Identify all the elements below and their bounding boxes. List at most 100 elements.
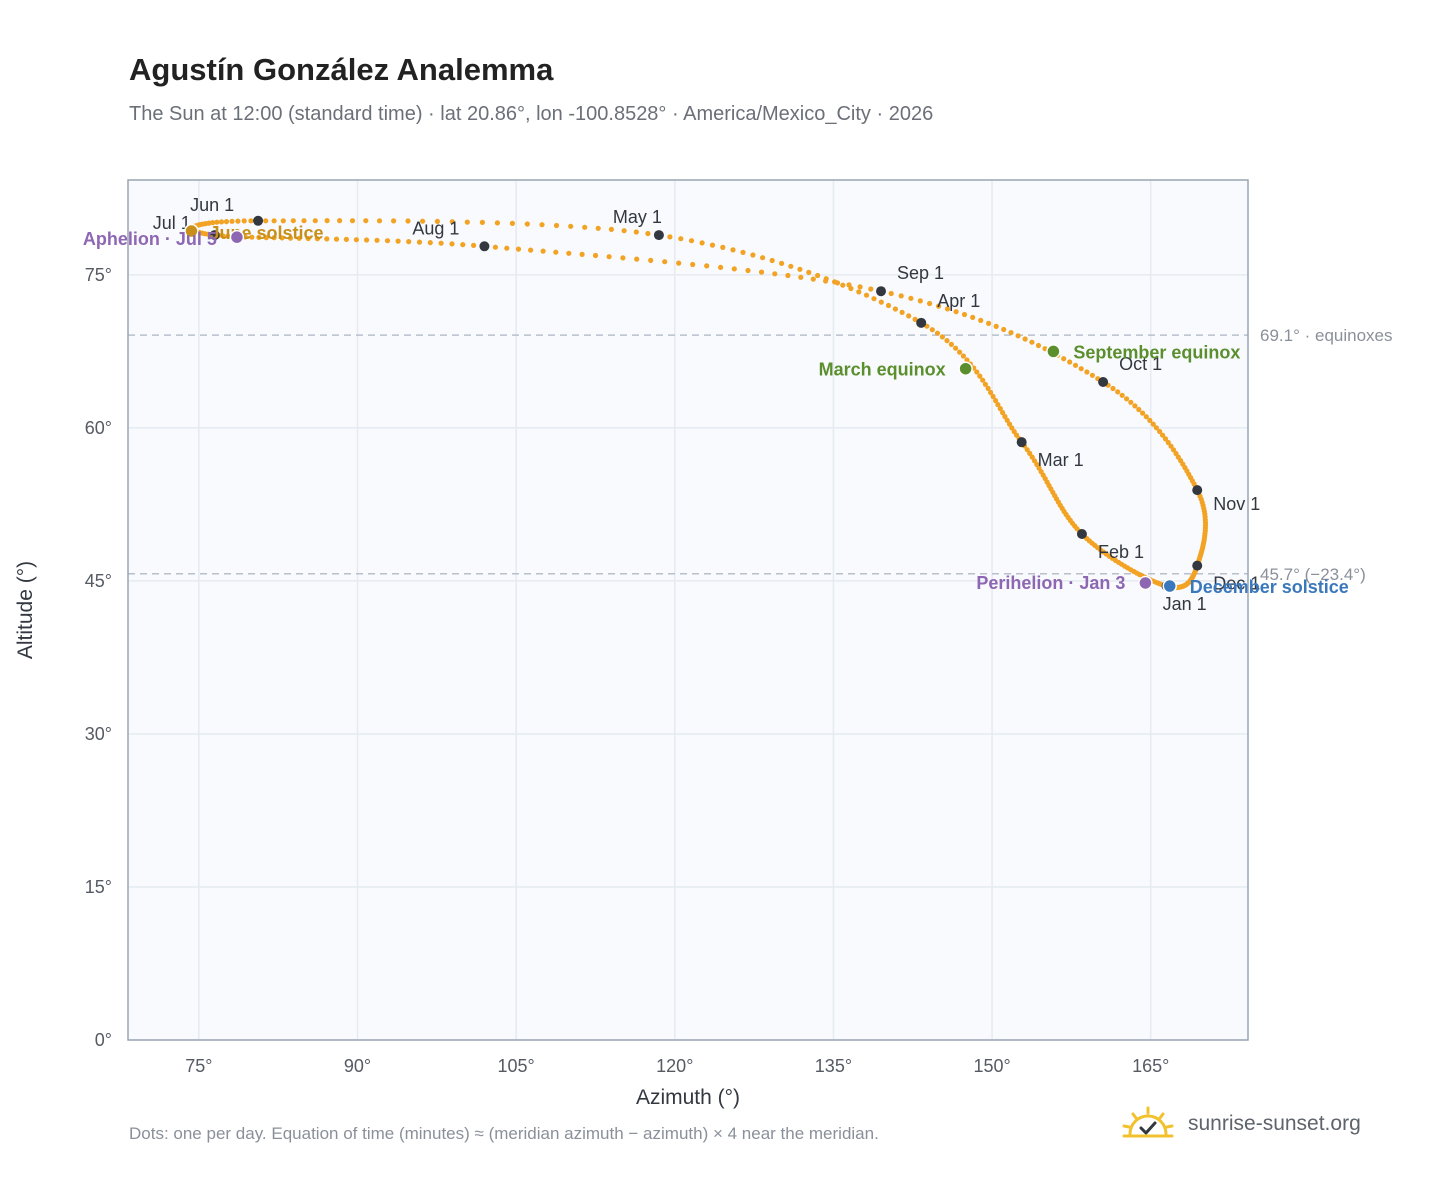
day-dot [779, 260, 785, 266]
day-dot [384, 238, 391, 244]
day-dot [391, 218, 397, 224]
day-dot [290, 218, 296, 224]
day-dot [553, 222, 560, 229]
day-dot [1084, 369, 1090, 375]
day-dot [528, 247, 534, 253]
day-dot [271, 218, 277, 224]
day-dot [353, 237, 359, 243]
day-dot [1165, 439, 1171, 446]
day-dot [1147, 417, 1153, 423]
day-dot [553, 249, 559, 255]
day-dot [210, 220, 216, 226]
y-tick-label: 45° [85, 571, 112, 591]
day-dot [1162, 436, 1169, 442]
day-dot [1004, 417, 1010, 423]
day-dot [566, 250, 572, 256]
day-dot [939, 334, 946, 340]
day-dot [279, 235, 285, 241]
event-label: March equinox [819, 360, 946, 380]
day-dot [241, 218, 247, 224]
day-dot [1136, 406, 1142, 413]
y-tick-label: 60° [85, 418, 112, 438]
day-dot [1124, 396, 1130, 402]
day-dot [944, 338, 950, 344]
day-dot [460, 242, 466, 248]
day-dot [878, 299, 884, 305]
x-tick-label: 105° [498, 1056, 535, 1076]
month-marker [876, 286, 887, 297]
day-dot [1128, 399, 1134, 405]
day-dot [912, 316, 918, 322]
day-dot [730, 247, 736, 253]
chart-subtitle: The Sun at 12:00 (standard time) · lat 2… [129, 103, 934, 125]
day-dot [810, 276, 816, 282]
day-dot [406, 239, 412, 245]
day-dot [595, 225, 601, 231]
day-dot [287, 235, 294, 241]
x-tick-label: 90° [344, 1056, 371, 1076]
month-label: Sep 1 [897, 263, 944, 283]
reference-line-label: 69.1° · equinoxes [1260, 326, 1393, 345]
day-dot [892, 306, 899, 312]
day-dot [760, 255, 766, 261]
day-dot [515, 246, 522, 252]
y-axis-label: Altitude (°) [14, 561, 37, 659]
day-dot [263, 218, 269, 224]
day-dot [568, 223, 574, 229]
day-dot [312, 218, 318, 224]
day-dot [667, 234, 673, 240]
day-dot [957, 349, 963, 355]
x-tick-label: 135° [815, 1056, 852, 1076]
y-tick-label: 15° [85, 877, 112, 897]
brand[interactable]: sunrise-sunset.org [1120, 1102, 1361, 1146]
day-dot [1143, 414, 1149, 420]
day-dot [634, 256, 640, 262]
day-dot [806, 269, 812, 275]
day-dot [993, 323, 999, 329]
month-label: Nov 1 [1213, 494, 1260, 514]
day-dot [974, 369, 980, 375]
event-label: June solstice [209, 223, 323, 243]
day-dot [524, 221, 530, 227]
day-dot [964, 357, 970, 363]
month-marker [209, 230, 220, 241]
day-dot [1110, 385, 1116, 392]
month-label: Oct 1 [1119, 354, 1162, 374]
day-dot [1119, 392, 1125, 398]
day-dot [970, 314, 976, 320]
day-dot [479, 219, 485, 225]
reference-line-label: 45.7° (−23.4°) [1260, 565, 1366, 584]
month-label: Mar 1 [1038, 450, 1084, 470]
event-marker [1046, 344, 1061, 359]
day-dot [324, 218, 330, 224]
day-dot [621, 228, 627, 234]
day-dot [840, 282, 846, 288]
day-dot [769, 257, 775, 264]
day-dot [1006, 421, 1013, 427]
day-dot [248, 218, 254, 224]
sun-logo-icon [1122, 1106, 1174, 1138]
day-dot [249, 234, 255, 240]
day-dot [1015, 333, 1021, 339]
y-tick-label: 0° [95, 1030, 112, 1050]
day-dot [823, 278, 829, 284]
month-label: Jan 1 [1163, 594, 1207, 614]
day-dot [898, 293, 904, 299]
x-tick-label: 165° [1132, 1056, 1169, 1076]
day-dot [1157, 428, 1163, 435]
day-dot [856, 289, 862, 295]
day-dot [214, 219, 220, 225]
day-dot [271, 235, 277, 241]
brand-name[interactable]: sunrise-sunset.org [1188, 1112, 1361, 1135]
day-dot [220, 233, 226, 239]
day-dot [427, 240, 433, 246]
day-dot [857, 284, 863, 290]
day-dot [906, 313, 912, 319]
day-dot [977, 373, 983, 379]
day-dot [1061, 356, 1067, 362]
month-marker [653, 230, 664, 241]
month-marker [1098, 376, 1109, 387]
month-marker [1016, 437, 1027, 448]
